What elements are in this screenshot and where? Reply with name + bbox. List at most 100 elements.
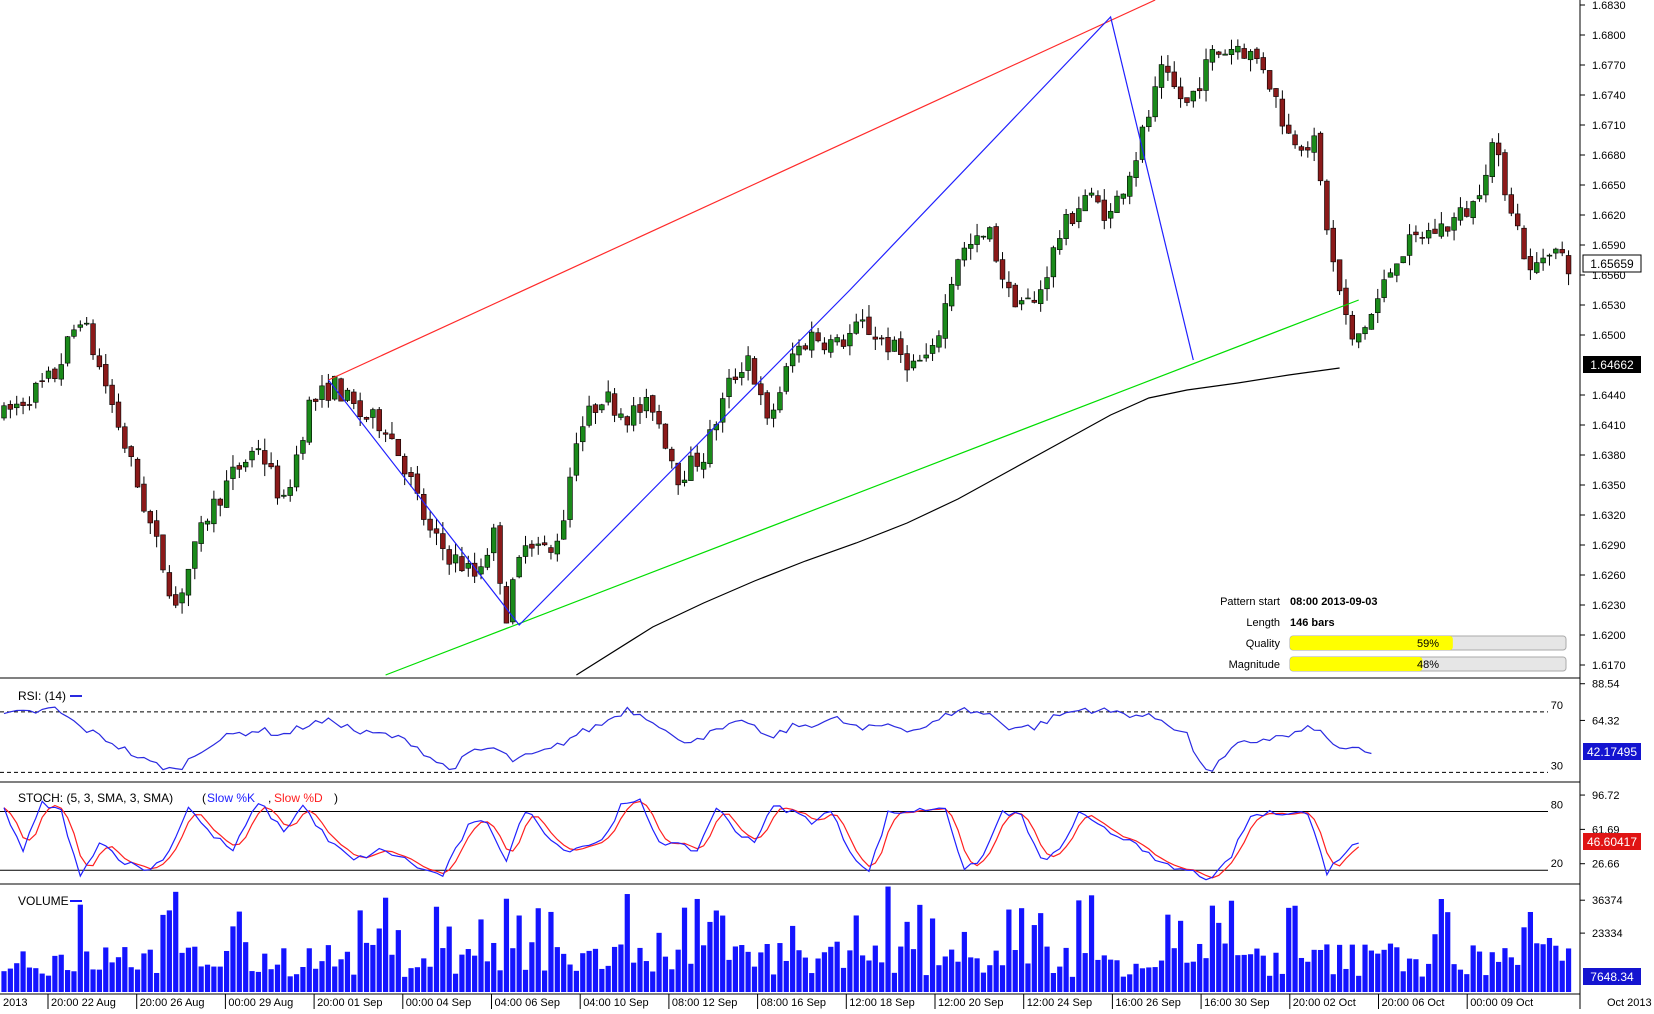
volume-bar [185, 947, 192, 992]
candle-body [338, 378, 344, 402]
volume-bar [1006, 909, 1012, 992]
candle [1203, 48, 1209, 102]
candle-body [580, 426, 586, 443]
volume-bar [230, 926, 236, 992]
time-tick-label: 2013 [3, 997, 27, 1009]
candle [1387, 268, 1394, 278]
volume-bar [1317, 949, 1324, 992]
candle-body [1279, 98, 1286, 127]
candle [1025, 288, 1031, 300]
candle [719, 392, 726, 433]
candle-body [828, 339, 834, 353]
length-label: Length [1246, 617, 1280, 629]
stochastic-current-value: 46.60417 [1587, 835, 1637, 849]
candle [90, 319, 96, 360]
candle-body [64, 336, 71, 364]
candle [1292, 130, 1298, 149]
candle-body [1241, 48, 1247, 59]
candle-body [103, 364, 109, 387]
volume-bar [325, 945, 331, 992]
candle-body [160, 534, 166, 571]
volume-bar [1521, 927, 1527, 992]
price-tick-label: 1.6230 [1592, 600, 1626, 612]
candle-body [1540, 257, 1546, 264]
candle-body [968, 243, 974, 249]
candle-body [777, 392, 783, 411]
volume-bar [204, 964, 211, 992]
candle [1336, 259, 1343, 295]
volume-bar [147, 949, 153, 992]
rsi-tick-label: 88.54 [1592, 679, 1620, 691]
candle [134, 457, 141, 488]
volume-bar [758, 952, 764, 992]
candle [83, 316, 90, 326]
candle [904, 345, 910, 382]
volume-bar [45, 975, 52, 992]
candle-body [1095, 195, 1101, 203]
candle-body [153, 520, 160, 537]
candle-body [586, 405, 592, 426]
candle-body [236, 465, 243, 470]
volume-bar [1292, 905, 1298, 992]
candle [1190, 90, 1197, 108]
pattern-start-value: 08:00 2013-09-03 [1290, 596, 1377, 608]
candle [382, 429, 389, 443]
candle-body [1069, 213, 1076, 225]
candle [834, 334, 840, 346]
stochastic-level-20-label: 20 [1551, 858, 1563, 870]
volume-bar [402, 976, 408, 992]
candle [955, 258, 961, 290]
candle-body [440, 533, 446, 549]
volume-bar [1203, 958, 1209, 992]
candle [1216, 50, 1222, 59]
volume-bar [1565, 948, 1572, 992]
price-tick-label: 1.6590 [1592, 240, 1626, 252]
price-tick-label: 1.6740 [1592, 90, 1626, 102]
candle-body [166, 572, 173, 597]
candle-body [783, 366, 789, 392]
volume-bar [548, 911, 554, 992]
candle-body [821, 342, 828, 351]
volume-bar [1279, 973, 1285, 992]
volume-bar [1368, 950, 1374, 992]
candle-body [217, 498, 223, 506]
candle-body [1127, 175, 1133, 197]
volume-bar [1343, 968, 1349, 992]
volume-bar [440, 948, 446, 992]
candle-body [357, 400, 363, 418]
volume-bar [306, 948, 312, 992]
channel-top-line [328, 0, 1156, 381]
time-tick-label: 08:00 16 Sep [761, 997, 826, 1009]
volume-bar [1324, 944, 1330, 992]
candle-body [421, 493, 427, 520]
candle-body [1317, 132, 1324, 182]
candle [185, 568, 192, 607]
volume-bar [809, 973, 815, 992]
volume-bar [77, 904, 83, 992]
volume-bar [20, 951, 26, 992]
candle [611, 388, 618, 423]
magnitude-bar-fill [1290, 657, 1423, 671]
candle [535, 536, 541, 555]
candle-body [497, 525, 503, 584]
candle [637, 397, 643, 425]
volume-bar [1387, 943, 1394, 992]
candle-body [325, 382, 332, 401]
candle [1451, 212, 1457, 241]
candle-body [764, 392, 770, 419]
candle [7, 400, 14, 419]
volume-bar [459, 954, 465, 992]
volume-bar [1464, 974, 1470, 992]
candle-body [1158, 64, 1165, 88]
candle-body [1375, 298, 1381, 314]
candle [580, 416, 586, 452]
candle-body [732, 376, 739, 381]
volume-bar [1457, 969, 1464, 992]
volume-bar [764, 944, 770, 992]
candle-body [478, 566, 484, 575]
candle [910, 354, 917, 371]
stochastic-slow-d-line [3, 800, 1360, 879]
volume-bar [847, 950, 853, 992]
candle-body [39, 380, 45, 382]
candle-body [344, 389, 351, 401]
